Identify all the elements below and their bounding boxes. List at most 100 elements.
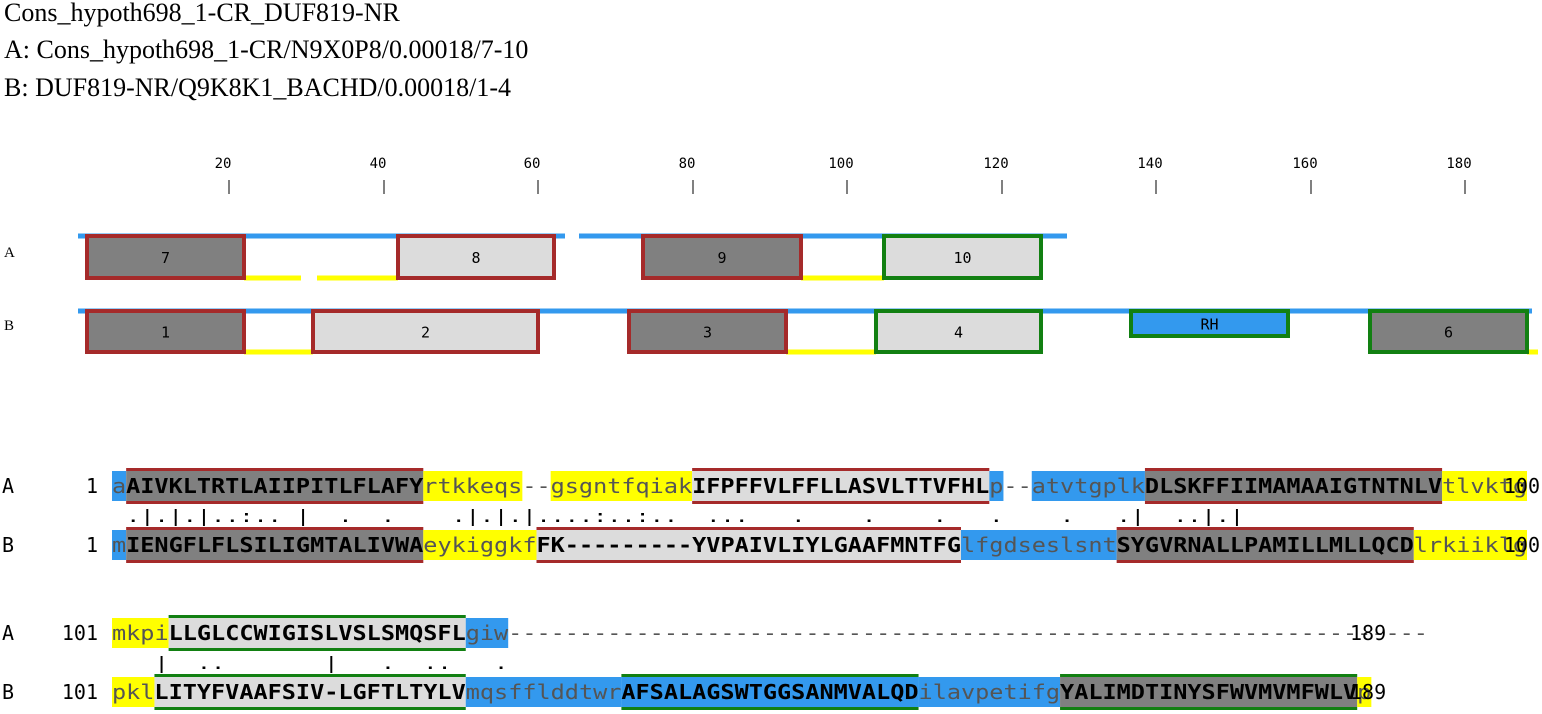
block1-a-segment-text: p <box>989 474 1003 498</box>
block1-a-segment-bg <box>989 471 1004 501</box>
track-a-label: A <box>4 245 15 261</box>
block2-b-segment-top-border <box>1060 674 1358 677</box>
block2-b-segment-top-border <box>621 674 919 677</box>
domain-box-b-rh <box>1129 309 1290 338</box>
block1-b-segment-bg <box>536 530 961 560</box>
block1-a-segment-bottom-border <box>692 501 990 504</box>
block2-b-segment-bg <box>621 677 919 707</box>
block1-b-segment-bottom-border <box>1116 560 1414 563</box>
block2-b-segment-top-border <box>154 674 466 677</box>
track-a-linker-line <box>244 275 301 281</box>
domain-box-a-9 <box>641 234 803 280</box>
ruler-tick-label: 60 <box>524 156 541 172</box>
domain-box-b-3 <box>627 309 788 354</box>
block1-a-segment-text: rtkkeqs <box>423 474 522 498</box>
block2-b-segment-text: AFSALAGSWTGGSANMVALQD <box>621 680 918 704</box>
block2-b-start-number: 101 <box>62 680 98 704</box>
block1-a-end-number: 100 <box>1504 474 1540 498</box>
block2-b-segment-text: pkl <box>112 680 154 704</box>
domain-box-b-3-label: 3 <box>703 324 712 342</box>
domain-box-b-rh-label: RH <box>1200 316 1218 334</box>
block1-b-segment-top-border <box>1116 527 1414 530</box>
block1-a-segment-bg <box>1144 471 1443 501</box>
block1-b-segment-top-border <box>536 527 961 530</box>
block1-a-segment-bg <box>1031 471 1145 501</box>
block2-b-segment-bg <box>918 677 1061 707</box>
block2-b-segment-bg <box>1357 677 1372 707</box>
domain-box-a-10-label: 10 <box>953 249 971 267</box>
sequence-a-description: A: Cons_hypoth698_1-CR/N9X0P8/0.00018/7-… <box>4 35 529 64</box>
block1-b-start-number: 1 <box>86 533 98 557</box>
block1-a-segment-bottom-border <box>126 501 424 504</box>
block2-a-segment-text: mkpi <box>112 621 169 645</box>
track-b-linker-line <box>244 349 313 355</box>
track-a-linker-line <box>801 275 884 281</box>
block1-b-segment-text: eykiggkf <box>423 533 536 557</box>
block1-a-segment-bg <box>423 471 523 501</box>
domain-box-b-4-label: 4 <box>954 324 963 342</box>
block1-a-start-number: 1 <box>86 474 98 498</box>
ruler-tick-label: 80 <box>679 156 696 172</box>
block2-b-segment-text: YALIMDTINYSFWVMVMFWLV <box>1060 680 1357 704</box>
block1-b-segment-bg <box>1413 530 1527 560</box>
block2-b-segment-text: mqsfflddtwr <box>466 680 622 704</box>
domain-box-b-2-label: 2 <box>421 324 430 342</box>
domain-box-b-1-label: 1 <box>161 324 170 342</box>
ruler-tick-label: 40 <box>370 156 387 172</box>
block1-b-segment-text: m <box>112 533 126 557</box>
block1-b-segment-top-border <box>126 527 424 530</box>
block1-b-segment-bg <box>961 530 1117 560</box>
ruler-tick-label: 20 <box>215 156 232 172</box>
block1-b-segment-bg <box>112 530 127 560</box>
track-a-coil-line <box>78 233 565 239</box>
domain-box-b-1 <box>85 309 246 354</box>
block2-a-segment-bottom-border <box>168 648 466 651</box>
block1-a-segment-text: atvtgplk <box>1032 474 1145 498</box>
block2-b-segment-bg <box>1060 677 1358 707</box>
block1-a-segment-text: AIVKLTRTLAIIPITLFLAFY <box>126 474 423 498</box>
domain-box-a-10 <box>882 234 1043 280</box>
block1-b-segment-bottom-border <box>536 560 961 563</box>
domain-box-b-2 <box>311 309 540 354</box>
block1-a-segment-top-border <box>692 468 990 471</box>
block2-a-start-number: 101 <box>62 621 98 645</box>
domain-box-a-8-label: 8 <box>471 249 480 267</box>
ruler-tick-label: 160 <box>1292 156 1317 172</box>
domain-box-a-7 <box>85 234 246 280</box>
ruler-tick-label: 100 <box>828 156 853 172</box>
block1-b-segment-bg <box>126 530 424 560</box>
block2-b-row-label: B <box>2 680 14 704</box>
ruler-tick-label: 180 <box>1446 156 1471 172</box>
block1-b-segment-text: SYGVRNALLPAMILLMLLQCD <box>1117 533 1414 557</box>
track-b-linker-line <box>1527 349 1538 355</box>
block1-b-segment-text: FK---------YVPAIVLIYLGAAFMNTFG <box>537 533 962 557</box>
block1-a-segment-text: -- <box>1003 474 1031 498</box>
track-a-coil-line <box>579 233 1067 239</box>
diagram-title: Cons_hypoth698_1-CR_DUF819-NR <box>4 0 400 27</box>
block2-b-end-number: 189 <box>1350 680 1386 704</box>
block1-a-row-label: A <box>2 474 14 498</box>
block2-b-segment-bg <box>465 677 622 707</box>
block1-a-segment-top-border <box>1144 468 1443 471</box>
block1-b-segment-bg <box>1116 530 1414 560</box>
block2-a-segment-text: LLGLCCWIGISLVSLSMQSFL <box>169 621 466 645</box>
block2-a-end-number: 189 <box>1350 621 1386 645</box>
block2-a-segment-text: giw <box>466 621 510 645</box>
block1-a-segment-text: -- <box>522 474 550 498</box>
ruler-tick-label: 140 <box>1137 156 1162 172</box>
block2-a-segment-top-border <box>168 615 466 618</box>
domain-box-a-7-label: 7 <box>161 249 170 267</box>
domain-box-b-6 <box>1368 309 1529 354</box>
block2-a-segment-bg <box>112 618 169 648</box>
block2-a-row-label: A <box>2 621 14 645</box>
block1-a-segment-bg <box>112 471 127 501</box>
block1-b-segment-bg <box>423 530 537 560</box>
block1-a-segment-bg <box>126 471 424 501</box>
block2-b-segment-bottom-border <box>154 707 466 710</box>
block1-b-segment-text: IENGFLFLSILIGMTALIVWA <box>126 533 423 557</box>
domain-box-a-8 <box>396 234 556 280</box>
block1-a-segment-text: gsgntfqiak <box>551 474 693 498</box>
block1-b-segment-text: lrkiiklg <box>1414 533 1527 557</box>
block2-b-segment-bottom-border <box>621 707 919 710</box>
